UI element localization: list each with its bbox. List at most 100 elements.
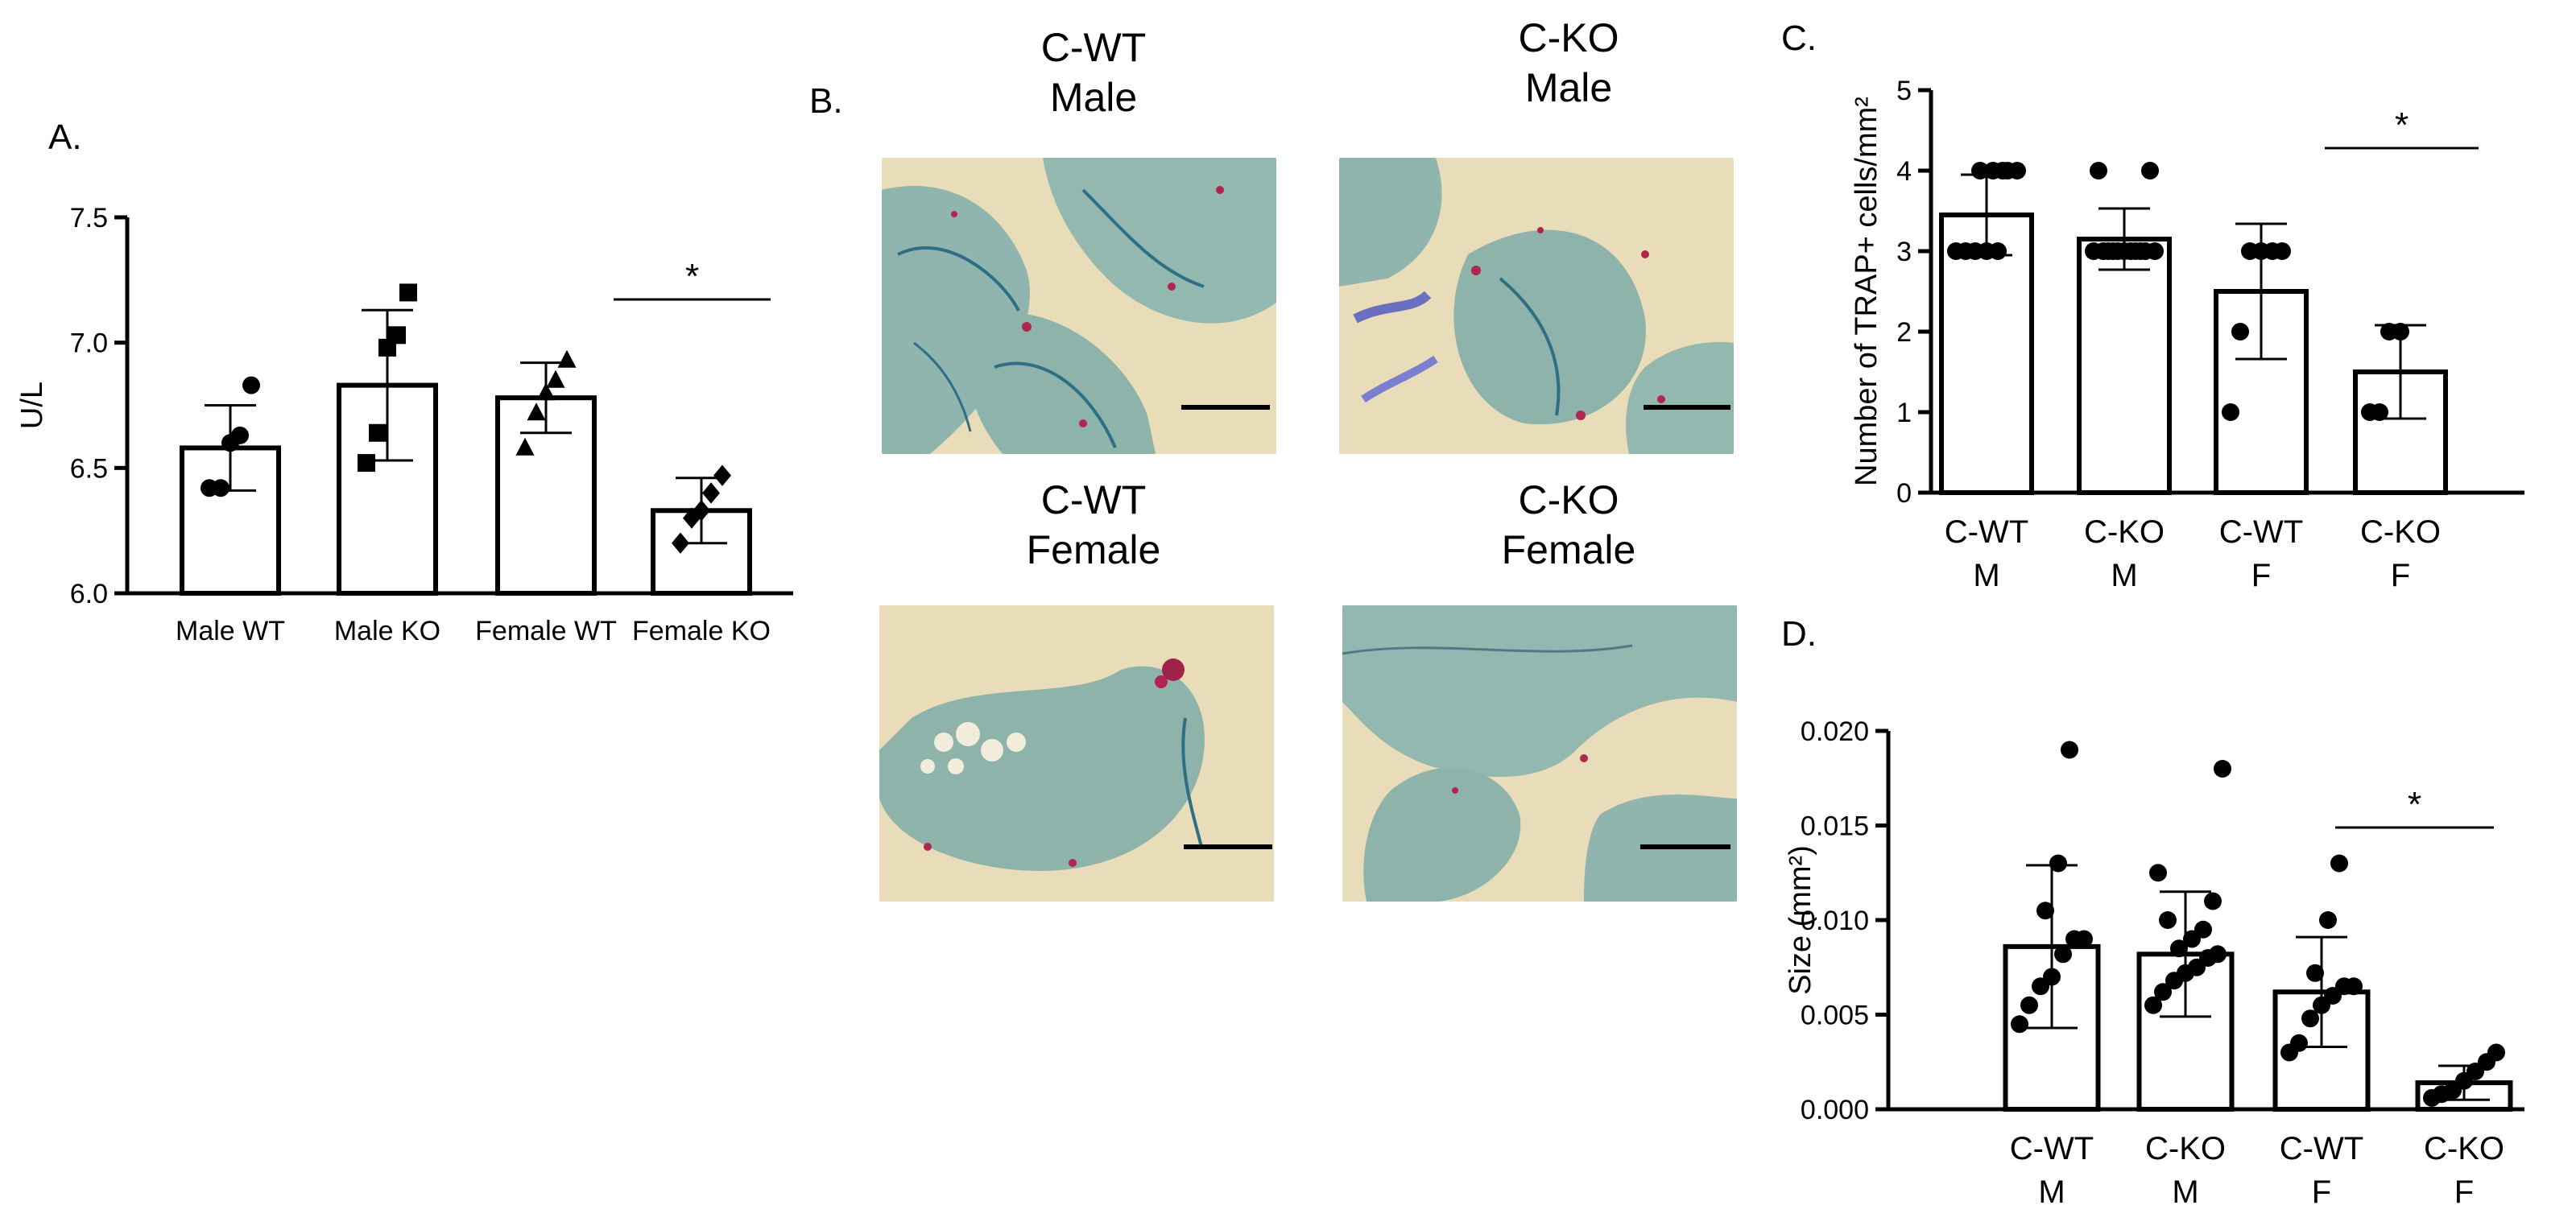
panel-label-a: A.: [48, 118, 82, 157]
chart-c: 0 1 2 3 4 5 Number of TRAP+ cells/mm² C-WT M C-KO…: [1850, 76, 2524, 593]
micrograph-genotype: C-WT: [1040, 25, 1147, 70]
category-label: C-KO: [2084, 514, 2165, 550]
data-point: [2011, 1015, 2028, 1034]
data-point: [2075, 930, 2093, 948]
y-tick-label: 2: [1896, 317, 1912, 348]
data-point: [399, 283, 417, 302]
data-point: [557, 349, 577, 368]
data-point: [1994, 162, 2012, 180]
y-axis-label: Size (mm²): [1784, 845, 1817, 995]
y-tick-label: 6.0: [70, 579, 108, 609]
micrograph-title-cko-female: C-KO Female: [1400, 475, 1738, 575]
data-point: [2149, 864, 2167, 882]
category-label: M: [2172, 1174, 2198, 1210]
category-label: Female KO: [632, 616, 771, 646]
data-point: [2049, 854, 2067, 873]
micrograph-sex: Male: [1049, 75, 1138, 120]
data-point: [2146, 242, 2164, 260]
micrograph-cwt-male: [882, 158, 1276, 454]
data-point: [515, 437, 535, 456]
panel-label-b: B.: [809, 81, 843, 121]
y-tick-label: 4: [1896, 156, 1912, 187]
y-tick-label: 6.5: [70, 453, 108, 484]
data-point: [2204, 892, 2222, 910]
data-point: [358, 454, 375, 473]
micrograph-cwt-female: [879, 605, 1274, 902]
data-point: [231, 426, 249, 444]
y-tick-label: 3: [1896, 237, 1912, 267]
panel-label-c: C.: [1781, 19, 1817, 58]
data-point: [2036, 902, 2054, 920]
y-tick-label: 0.015: [1801, 811, 1869, 842]
data-point: [2306, 964, 2324, 982]
data-point: [713, 464, 731, 486]
category-label: C-KO: [2360, 514, 2441, 550]
data-point: [2290, 1034, 2308, 1052]
data-point: [2054, 945, 2072, 964]
data-point: [2231, 323, 2249, 341]
data-point: [2209, 945, 2227, 964]
bar: [2077, 237, 2172, 495]
data-point: [2273, 242, 2291, 260]
y-tick-label: 0.010: [1801, 906, 1869, 936]
y-tick-label: 1: [1896, 398, 1912, 428]
data-point: [369, 423, 387, 442]
data-point: [2154, 983, 2172, 1001]
bar: [1939, 213, 2034, 495]
data-point: [2330, 854, 2348, 873]
data-point: [2487, 1043, 2505, 1062]
data-point: [212, 479, 229, 497]
panel-label-d: D.: [1781, 614, 1817, 654]
category-label: C-WT: [2219, 514, 2303, 550]
micrograph-sex: Female: [1501, 527, 1636, 572]
data-point: [546, 369, 565, 388]
category-label: Male WT: [176, 616, 285, 646]
micrograph-genotype: C-WT: [1040, 477, 1147, 522]
y-tick-label: 0.005: [1801, 1001, 1869, 1031]
category-label: F: [2454, 1174, 2474, 1210]
micrograph-genotype: C-KO: [1518, 477, 1619, 522]
significance-label: *: [2395, 105, 2409, 145]
micrograph-cko-female: [1342, 605, 1737, 902]
category-label: C-KO: [2145, 1131, 2226, 1166]
data-point: [527, 402, 546, 421]
category-label: M: [2038, 1174, 2065, 1210]
significance-label: *: [685, 257, 699, 296]
chart-a: 6.0 6.5 7.0 7.5 U/L Male WT Male KO Female WT Fe…: [15, 203, 793, 646]
data-point: [1989, 242, 2007, 260]
data-point: [2371, 403, 2388, 421]
data-point: [2099, 242, 2117, 260]
data-point: [2061, 741, 2078, 759]
category-label: F: [2391, 558, 2410, 593]
data-point: [2090, 162, 2107, 180]
y-axis-label: U/L: [15, 382, 49, 429]
micrograph-sex: Female: [1026, 527, 1161, 572]
data-point: [2159, 911, 2177, 929]
micrograph-title-cwt-female: C-WT Female: [924, 475, 1263, 575]
data-point: [2345, 977, 2363, 996]
category-label: F: [2312, 1174, 2331, 1210]
data-point: [2132, 242, 2149, 260]
data-point: [242, 376, 260, 394]
data-point: [388, 326, 406, 345]
y-tick-label: 7.5: [70, 203, 108, 233]
data-point: [2020, 996, 2038, 1014]
chart-d: 0.000 0.005 0.010 0.015 0.020 Size (mm²) C-WT M…: [1784, 716, 2524, 1210]
category-label: C-WT: [2010, 1131, 2094, 1166]
y-tick-label: 0.020: [1801, 716, 1869, 747]
category-label: C-KO: [2424, 1131, 2504, 1166]
data-point: [2319, 911, 2337, 929]
data-point: [2301, 1009, 2319, 1028]
data-point: [2194, 920, 2212, 939]
y-tick-label: 7.0: [70, 328, 108, 359]
category-label: C-WT: [2280, 1131, 2363, 1166]
data-point: [2144, 996, 2162, 1014]
y-tick-label: 0: [1896, 478, 1912, 509]
y-tick-label: 5: [1896, 76, 1912, 106]
data-point: [702, 482, 720, 504]
category-label: Male KO: [334, 616, 440, 646]
y-tick-label: 0.000: [1801, 1095, 1869, 1125]
category-label: M: [1973, 558, 1999, 593]
data-point: [2008, 162, 2026, 180]
